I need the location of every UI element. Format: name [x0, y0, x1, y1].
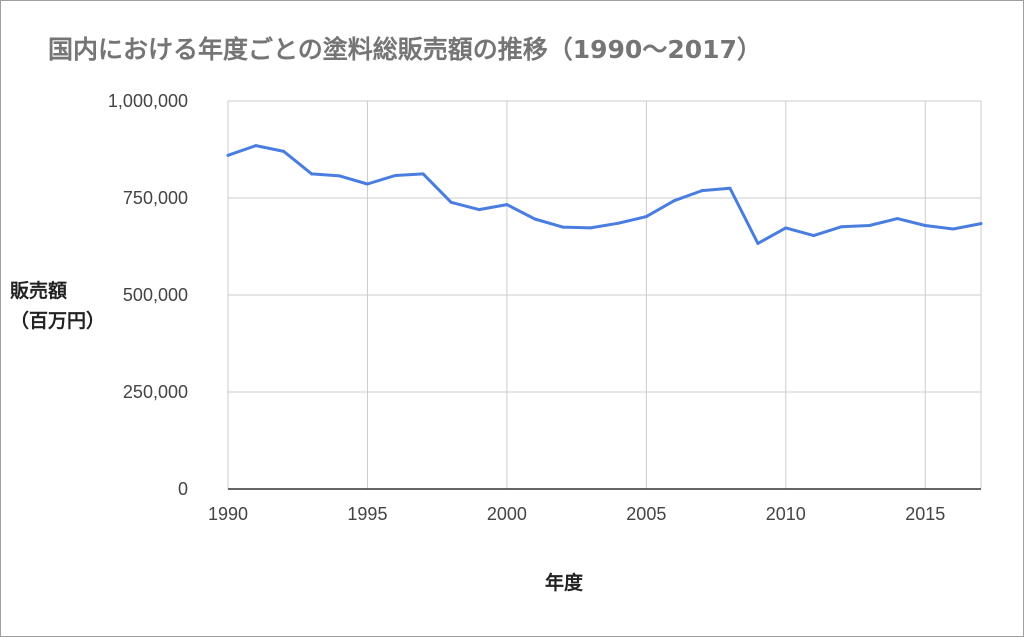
y-axis-label-line2: （百万円） — [10, 310, 106, 332]
data-point-2010 — [784, 226, 788, 230]
y-axis-label-line1: 販売額 — [10, 280, 68, 302]
data-point-2015 — [923, 224, 927, 228]
tick-labels: 1990 1995 2000 2005 2010 2015 0 250,000 500,000 7… — [108, 91, 945, 524]
y-tick-label-250000: 250,000 — [123, 382, 188, 402]
data-point-1998 — [449, 200, 453, 204]
data-point-1997 — [421, 172, 425, 176]
data-point-2009 — [756, 241, 760, 245]
x-axis-label: 年度 — [545, 572, 584, 594]
data-point-2016 — [951, 227, 955, 231]
data-point-2017 — [979, 222, 983, 226]
data-point-1993 — [310, 172, 314, 176]
data-point-2008 — [728, 186, 732, 190]
data-point-2000 — [505, 203, 509, 207]
data-point-1990 — [226, 153, 230, 157]
x-tick-label-2010: 2010 — [766, 504, 806, 524]
x-tick-label-2015: 2015 — [905, 504, 945, 524]
data-point-2004 — [616, 221, 620, 225]
data-point-1996 — [393, 173, 397, 177]
data-point-2014 — [895, 217, 899, 221]
data-point-2013 — [867, 224, 871, 228]
data-point-2012 — [840, 225, 844, 229]
x-tick-label-1995: 1995 — [347, 504, 387, 524]
data-point-2002 — [561, 225, 565, 229]
data-point-2003 — [589, 226, 593, 230]
data-series — [226, 144, 983, 245]
gridlines — [227, 100, 982, 490]
y-tick-label-500000: 500,000 — [123, 285, 188, 305]
data-point-1992 — [282, 149, 286, 153]
data-point-1994 — [338, 174, 342, 178]
data-point-1995 — [365, 182, 369, 186]
data-point-2007 — [700, 189, 704, 193]
x-tick-label-1990: 1990 — [208, 504, 248, 524]
x-tick-label-2005: 2005 — [626, 504, 666, 524]
data-point-2001 — [533, 217, 537, 221]
y-axis-label: 販売額 （百万円） — [10, 276, 105, 336]
series-line-0 — [226, 144, 983, 245]
x-tick-label-2000: 2000 — [487, 504, 527, 524]
data-point-1991 — [254, 144, 258, 148]
data-point-2011 — [812, 234, 816, 238]
y-tick-label-0: 0 — [178, 479, 188, 499]
data-point-1999 — [477, 208, 481, 212]
data-point-2005 — [644, 215, 648, 219]
data-point-2006 — [672, 199, 676, 203]
y-tick-label-750000: 750,000 — [123, 188, 188, 208]
y-tick-label-1000000: 1,000,000 — [108, 91, 188, 111]
chart-title: 国内における年度ごとの塗料総販売額の推移（1990～2017） — [48, 35, 762, 64]
